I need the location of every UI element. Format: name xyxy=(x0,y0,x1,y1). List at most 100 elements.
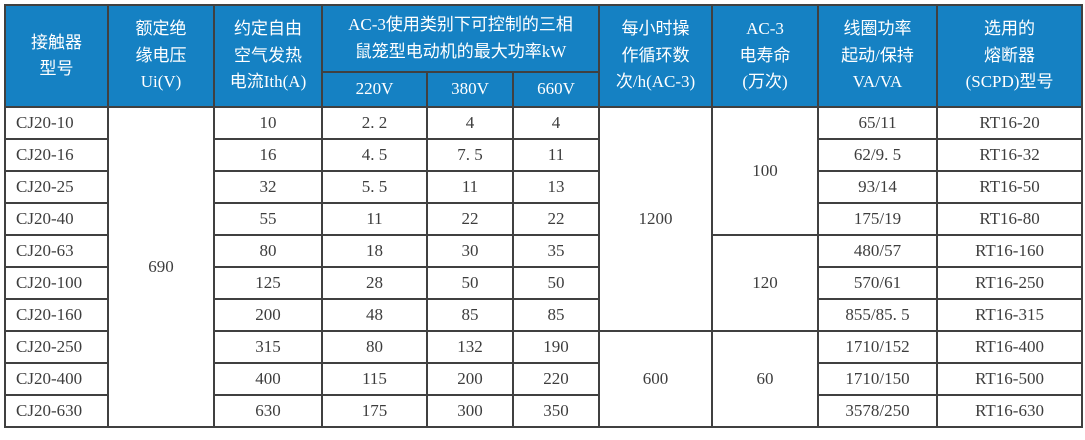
cell-thermal-current: 200 xyxy=(213,298,323,332)
cell-fuse: RT16-50 xyxy=(936,170,1084,204)
table-row: CJ20-10 690 10 2. 2 4 4 1200 100 65/11 R… xyxy=(4,106,1084,428)
header-voltage-660v: 660V xyxy=(511,71,601,108)
cell-coil-power: 480/57 xyxy=(817,234,939,268)
cell-model: CJ20-63 xyxy=(4,234,109,268)
table-header: 接触器 型号 额定绝 缘电压 Ui(V) 约定自由 空气发热 电流Ith(A) … xyxy=(4,4,1084,108)
header-contactor-model: 接触器 型号 xyxy=(4,4,109,108)
cell-kw-380v: 11 xyxy=(426,170,514,204)
cell-thermal-current: 10 xyxy=(213,106,323,140)
cell-kw-380v: 22 xyxy=(426,202,514,236)
cell-kw-220v: 5. 5 xyxy=(321,170,428,204)
cell-cycles-span-600: 600 xyxy=(598,330,714,428)
cell-kw-660v: 22 xyxy=(511,202,601,236)
cell-kw-380v: 7. 5 xyxy=(426,138,514,172)
cell-kw-220v: 4. 5 xyxy=(321,138,428,172)
table-row: CJ20-25 32 5. 5 11 13 93/14 RT16-50 xyxy=(4,170,1084,204)
cell-fuse: RT16-32 xyxy=(936,138,1084,172)
cell-thermal-current: 16 xyxy=(213,138,323,172)
cell-model: CJ20-100 xyxy=(4,266,109,300)
cell-kw-660v: 350 xyxy=(511,394,601,428)
cell-kw-220v: 28 xyxy=(321,266,428,300)
header-voltage-220v: 220V xyxy=(321,71,428,108)
cell-coil-power: 62/9. 5 xyxy=(817,138,939,172)
cell-thermal-current: 315 xyxy=(213,330,323,364)
table-body: CJ20-10 690 10 2. 2 4 4 1200 100 65/11 R… xyxy=(4,106,1084,428)
cell-coil-power: 175/19 xyxy=(817,202,939,236)
cell-model: CJ20-25 xyxy=(4,170,109,204)
header-thermal-current: 约定自由 空气发热 电流Ith(A) xyxy=(213,4,323,108)
cell-model: CJ20-400 xyxy=(4,362,109,396)
cell-coil-power: 3578/250 xyxy=(817,394,939,428)
table-row: CJ20-40 55 11 22 22 175/19 RT16-80 xyxy=(4,202,1084,236)
table-row: CJ20-160 200 48 85 85 855/85. 5 RT16-315 xyxy=(4,298,1084,332)
cell-coil-power: 855/85. 5 xyxy=(817,298,939,332)
cell-kw-380v: 132 xyxy=(426,330,514,364)
cell-kw-220v: 48 xyxy=(321,298,428,332)
cell-coil-power: 1710/152 xyxy=(817,330,939,364)
cell-kw-660v: 85 xyxy=(511,298,601,332)
cell-fuse: RT16-630 xyxy=(936,394,1084,428)
cell-kw-660v: 50 xyxy=(511,266,601,300)
cell-model: CJ20-16 xyxy=(4,138,109,172)
cell-kw-660v: 4 xyxy=(511,106,601,140)
cell-coil-power: 570/61 xyxy=(817,266,939,300)
cell-kw-220v: 175 xyxy=(321,394,428,428)
cell-thermal-current: 55 xyxy=(213,202,323,236)
cell-thermal-current: 32 xyxy=(213,170,323,204)
cell-life-span-100: 100 xyxy=(711,106,820,236)
cell-cycles-span-1200: 1200 xyxy=(598,106,714,332)
cell-kw-380v: 200 xyxy=(426,362,514,396)
cell-kw-660v: 11 xyxy=(511,138,601,172)
cell-model: CJ20-630 xyxy=(4,394,109,428)
cell-kw-380v: 30 xyxy=(426,234,514,268)
cell-model: CJ20-40 xyxy=(4,202,109,236)
header-electrical-life: AC-3 电寿命 (万次) xyxy=(711,4,820,108)
cell-fuse: RT16-80 xyxy=(936,202,1084,236)
table-row: CJ20-250 315 80 132 190 600 60 1710/152 … xyxy=(4,330,1084,428)
cell-life-span-60: 60 xyxy=(711,330,820,428)
cell-kw-660v: 35 xyxy=(511,234,601,268)
cell-fuse: RT16-315 xyxy=(936,298,1084,332)
table-row: CJ20-63 80 18 30 35 120 480/57 RT16-160 xyxy=(4,234,1084,332)
cell-life-span-120: 120 xyxy=(711,234,820,332)
cell-kw-380v: 300 xyxy=(426,394,514,428)
cell-insulation-voltage-span: 690 xyxy=(107,106,215,428)
cell-coil-power: 1710/150 xyxy=(817,362,939,396)
header-voltage-380v: 380V xyxy=(426,71,514,108)
cell-fuse: RT16-250 xyxy=(936,266,1084,300)
table-row: CJ20-630 630 175 300 350 3578/250 RT16-6… xyxy=(4,394,1084,428)
cell-model: CJ20-250 xyxy=(4,330,109,364)
cell-fuse: RT16-20 xyxy=(936,106,1084,140)
cell-kw-660v: 220 xyxy=(511,362,601,396)
cell-thermal-current: 630 xyxy=(213,394,323,428)
cell-coil-power: 65/11 xyxy=(817,106,939,140)
cell-kw-380v: 50 xyxy=(426,266,514,300)
cell-thermal-current: 400 xyxy=(213,362,323,396)
cell-kw-220v: 115 xyxy=(321,362,428,396)
cell-kw-220v: 18 xyxy=(321,234,428,268)
cell-kw-660v: 13 xyxy=(511,170,601,204)
cell-thermal-current: 125 xyxy=(213,266,323,300)
header-operating-cycles: 每小时操 作循环数 次/h(AC-3) xyxy=(598,4,714,108)
cell-kw-380v: 4 xyxy=(426,106,514,140)
header-rated-insulation-voltage: 额定绝 缘电压 Ui(V) xyxy=(107,4,215,108)
cell-model: CJ20-160 xyxy=(4,298,109,332)
cell-kw-220v: 2. 2 xyxy=(321,106,428,140)
header-coil-power: 线圈功率 起动/保持 VA/VA xyxy=(817,4,939,108)
table-row: CJ20-400 400 115 200 220 1710/150 RT16-5… xyxy=(4,362,1084,396)
cell-fuse: RT16-400 xyxy=(936,330,1084,364)
cell-fuse: RT16-160 xyxy=(936,234,1084,268)
cell-kw-220v: 80 xyxy=(321,330,428,364)
cell-fuse: RT16-500 xyxy=(936,362,1084,396)
cell-kw-380v: 85 xyxy=(426,298,514,332)
cell-kw-220v: 11 xyxy=(321,202,428,236)
cell-coil-power: 93/14 xyxy=(817,170,939,204)
table-row: CJ20-100 125 28 50 50 570/61 RT16-250 xyxy=(4,266,1084,300)
cell-kw-660v: 190 xyxy=(511,330,601,364)
header-fuse-type: 选用的 熔断器 (SCPD)型号 xyxy=(936,4,1084,108)
cell-model: CJ20-10 xyxy=(4,106,109,140)
contactor-spec-table: 接触器 型号 额定绝 缘电压 Ui(V) 约定自由 空气发热 电流Ith(A) … xyxy=(4,4,1084,428)
header-ac3-max-power-group: AC-3使用类别下可控制的三相 鼠笼型电动机的最大功率kW xyxy=(320,4,601,73)
cell-thermal-current: 80 xyxy=(213,234,323,268)
